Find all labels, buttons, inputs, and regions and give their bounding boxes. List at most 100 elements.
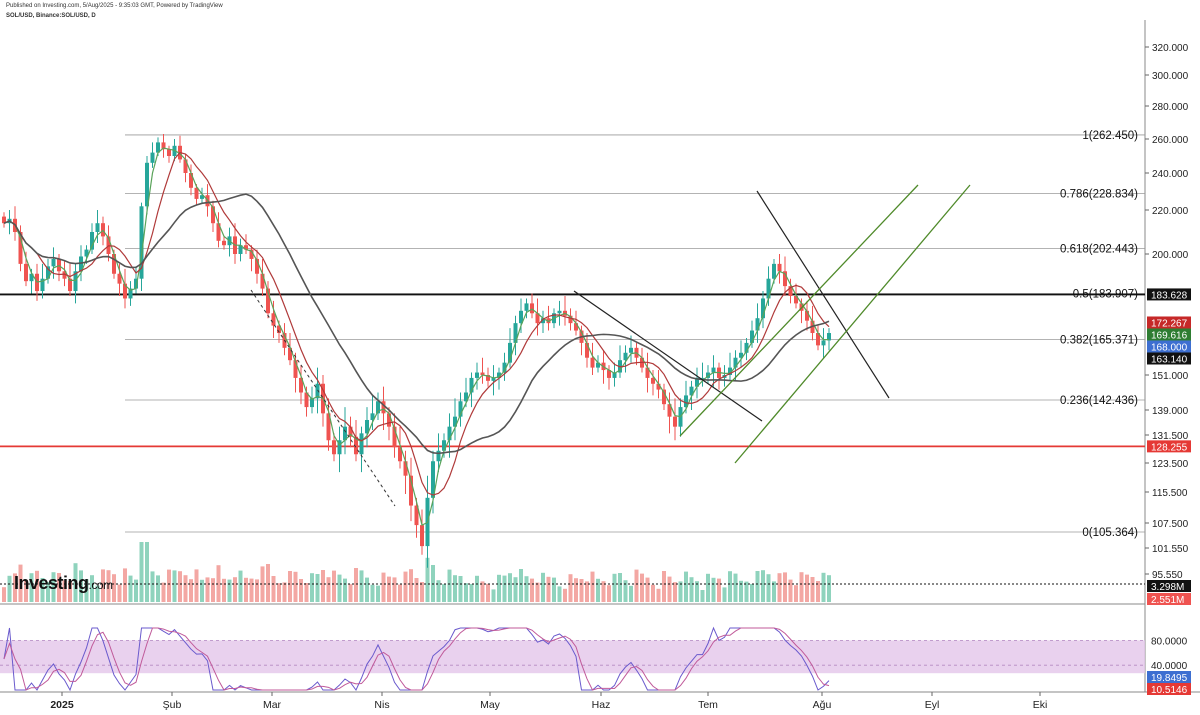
candle-body-97 bbox=[535, 313, 540, 324]
price-tick-label-14: 95.550 bbox=[1152, 570, 1183, 581]
volume-bar-128 bbox=[706, 573, 710, 602]
candle-body-50 bbox=[277, 325, 281, 334]
volume-bar-25 bbox=[139, 542, 144, 602]
price-tick-label-9: 131.500 bbox=[1152, 431, 1189, 442]
candle-body-43 bbox=[238, 245, 243, 254]
volume-bar-105 bbox=[579, 579, 584, 602]
candle-body-91 bbox=[502, 362, 507, 373]
time-tick-label-1: Şub bbox=[163, 699, 182, 711]
volume-bar-95 bbox=[524, 576, 529, 602]
volume-tag-label-0: 3.298M bbox=[1151, 582, 1184, 593]
candle-body-81 bbox=[447, 426, 452, 441]
volume-bar-150 bbox=[827, 575, 831, 602]
candle-body-66 bbox=[365, 420, 369, 434]
stoch-level-label-1: 40.0000 bbox=[1151, 661, 1188, 672]
volume-bar-6 bbox=[35, 570, 39, 602]
candle-body-19 bbox=[106, 236, 111, 254]
candle-body-84 bbox=[464, 392, 468, 402]
time-tick-label-8: Eyl bbox=[925, 699, 940, 711]
fib-label-4: 0.382(165.371) bbox=[1060, 335, 1138, 347]
volume-bar-26 bbox=[145, 542, 149, 602]
candle-body-20 bbox=[112, 254, 116, 274]
candle-body-14 bbox=[79, 256, 83, 272]
ma-slow-line bbox=[3, 193, 830, 455]
candle-body-148 bbox=[816, 333, 820, 346]
candle-body-52 bbox=[288, 347, 292, 361]
candle-body-13 bbox=[73, 271, 78, 292]
volume-bar-131 bbox=[722, 587, 727, 602]
candle-body-96 bbox=[530, 303, 534, 314]
candle-body-44 bbox=[244, 245, 248, 250]
volume-bar-46 bbox=[255, 579, 259, 602]
volume-bar-69 bbox=[381, 572, 386, 602]
volume-bar-103 bbox=[568, 574, 573, 602]
volume-bar-92 bbox=[508, 573, 512, 602]
candle-body-95 bbox=[524, 303, 529, 311]
volume-bar-113 bbox=[623, 580, 628, 602]
price-tick-label-10: 123.500 bbox=[1152, 459, 1189, 470]
candle-body-86 bbox=[475, 372, 479, 378]
candle-body-127 bbox=[700, 377, 705, 379]
candle-body-54 bbox=[299, 377, 303, 393]
volume-bar-106 bbox=[585, 581, 589, 602]
candle-body-125 bbox=[689, 386, 694, 396]
candle-body-22 bbox=[123, 283, 127, 299]
price-tag-label-1: 172.267 bbox=[1151, 318, 1188, 329]
candle-body-107 bbox=[590, 357, 595, 368]
candle-body-56 bbox=[310, 398, 314, 408]
volume-bar-66 bbox=[365, 577, 369, 602]
volume-bar-8 bbox=[46, 582, 50, 602]
volume-bar-115 bbox=[634, 569, 639, 602]
volume-bar-147 bbox=[810, 577, 815, 602]
investing-logo: Investing.com bbox=[14, 573, 113, 593]
candle-body-73 bbox=[403, 461, 408, 476]
symbol-label: SOL/USD, Binance:SOL/USD, D bbox=[6, 13, 96, 19]
volume-bar-81 bbox=[447, 569, 452, 602]
candle-body-28 bbox=[156, 142, 160, 153]
volume-bar-141 bbox=[777, 573, 782, 602]
volume-bar-45 bbox=[249, 578, 254, 602]
candle-body-121 bbox=[667, 404, 672, 417]
candle-body-48 bbox=[266, 288, 270, 314]
volume-bar-88 bbox=[486, 583, 490, 602]
volume-tag-bg-1 bbox=[1147, 593, 1191, 605]
volume-bar-17 bbox=[95, 585, 100, 602]
volume-bar-30 bbox=[167, 569, 171, 602]
candle-body-103 bbox=[568, 315, 573, 324]
trend-lines bbox=[250, 184, 971, 507]
volume-bar-83 bbox=[458, 576, 463, 602]
volume-bar-132 bbox=[728, 571, 732, 602]
volume-bar-59 bbox=[326, 577, 331, 602]
candle-body-40 bbox=[222, 240, 226, 246]
candle-body-49 bbox=[271, 313, 276, 326]
candle-body-8 bbox=[46, 266, 50, 279]
volume-bar-116 bbox=[640, 573, 644, 602]
volume-bar-112 bbox=[618, 573, 622, 602]
volume-bar-119 bbox=[656, 588, 661, 602]
trendline-dashed-mar-apr bbox=[250, 289, 396, 507]
candle-body-98 bbox=[541, 318, 545, 324]
candle-body-87 bbox=[480, 372, 485, 375]
candle-body-70 bbox=[387, 413, 391, 427]
volume-bar-35 bbox=[194, 569, 199, 602]
volume-bar-72 bbox=[398, 584, 402, 602]
fib-label-1: 0.786(228.834) bbox=[1060, 189, 1138, 201]
volume-bar-107 bbox=[590, 571, 595, 602]
candle-body-133 bbox=[733, 357, 738, 368]
candle-body-78 bbox=[431, 461, 435, 498]
price-tick-label-4: 240.000 bbox=[1152, 169, 1189, 180]
price-tag-bg-5 bbox=[1147, 440, 1191, 453]
volume-bar-43 bbox=[238, 570, 243, 602]
candle-body-33 bbox=[183, 159, 188, 173]
volume-bar-50 bbox=[277, 583, 281, 602]
volume-bar-100 bbox=[552, 577, 556, 602]
candle-body-94 bbox=[519, 310, 523, 324]
price-tag-label-5: 128.255 bbox=[1151, 442, 1188, 453]
candle-body-150 bbox=[827, 333, 831, 341]
candle-body-129 bbox=[711, 367, 716, 373]
volume-bar-57 bbox=[315, 574, 320, 602]
ma-mid-line bbox=[3, 151, 830, 496]
volume-bar-110 bbox=[607, 585, 611, 602]
candle-body-75 bbox=[414, 505, 419, 526]
